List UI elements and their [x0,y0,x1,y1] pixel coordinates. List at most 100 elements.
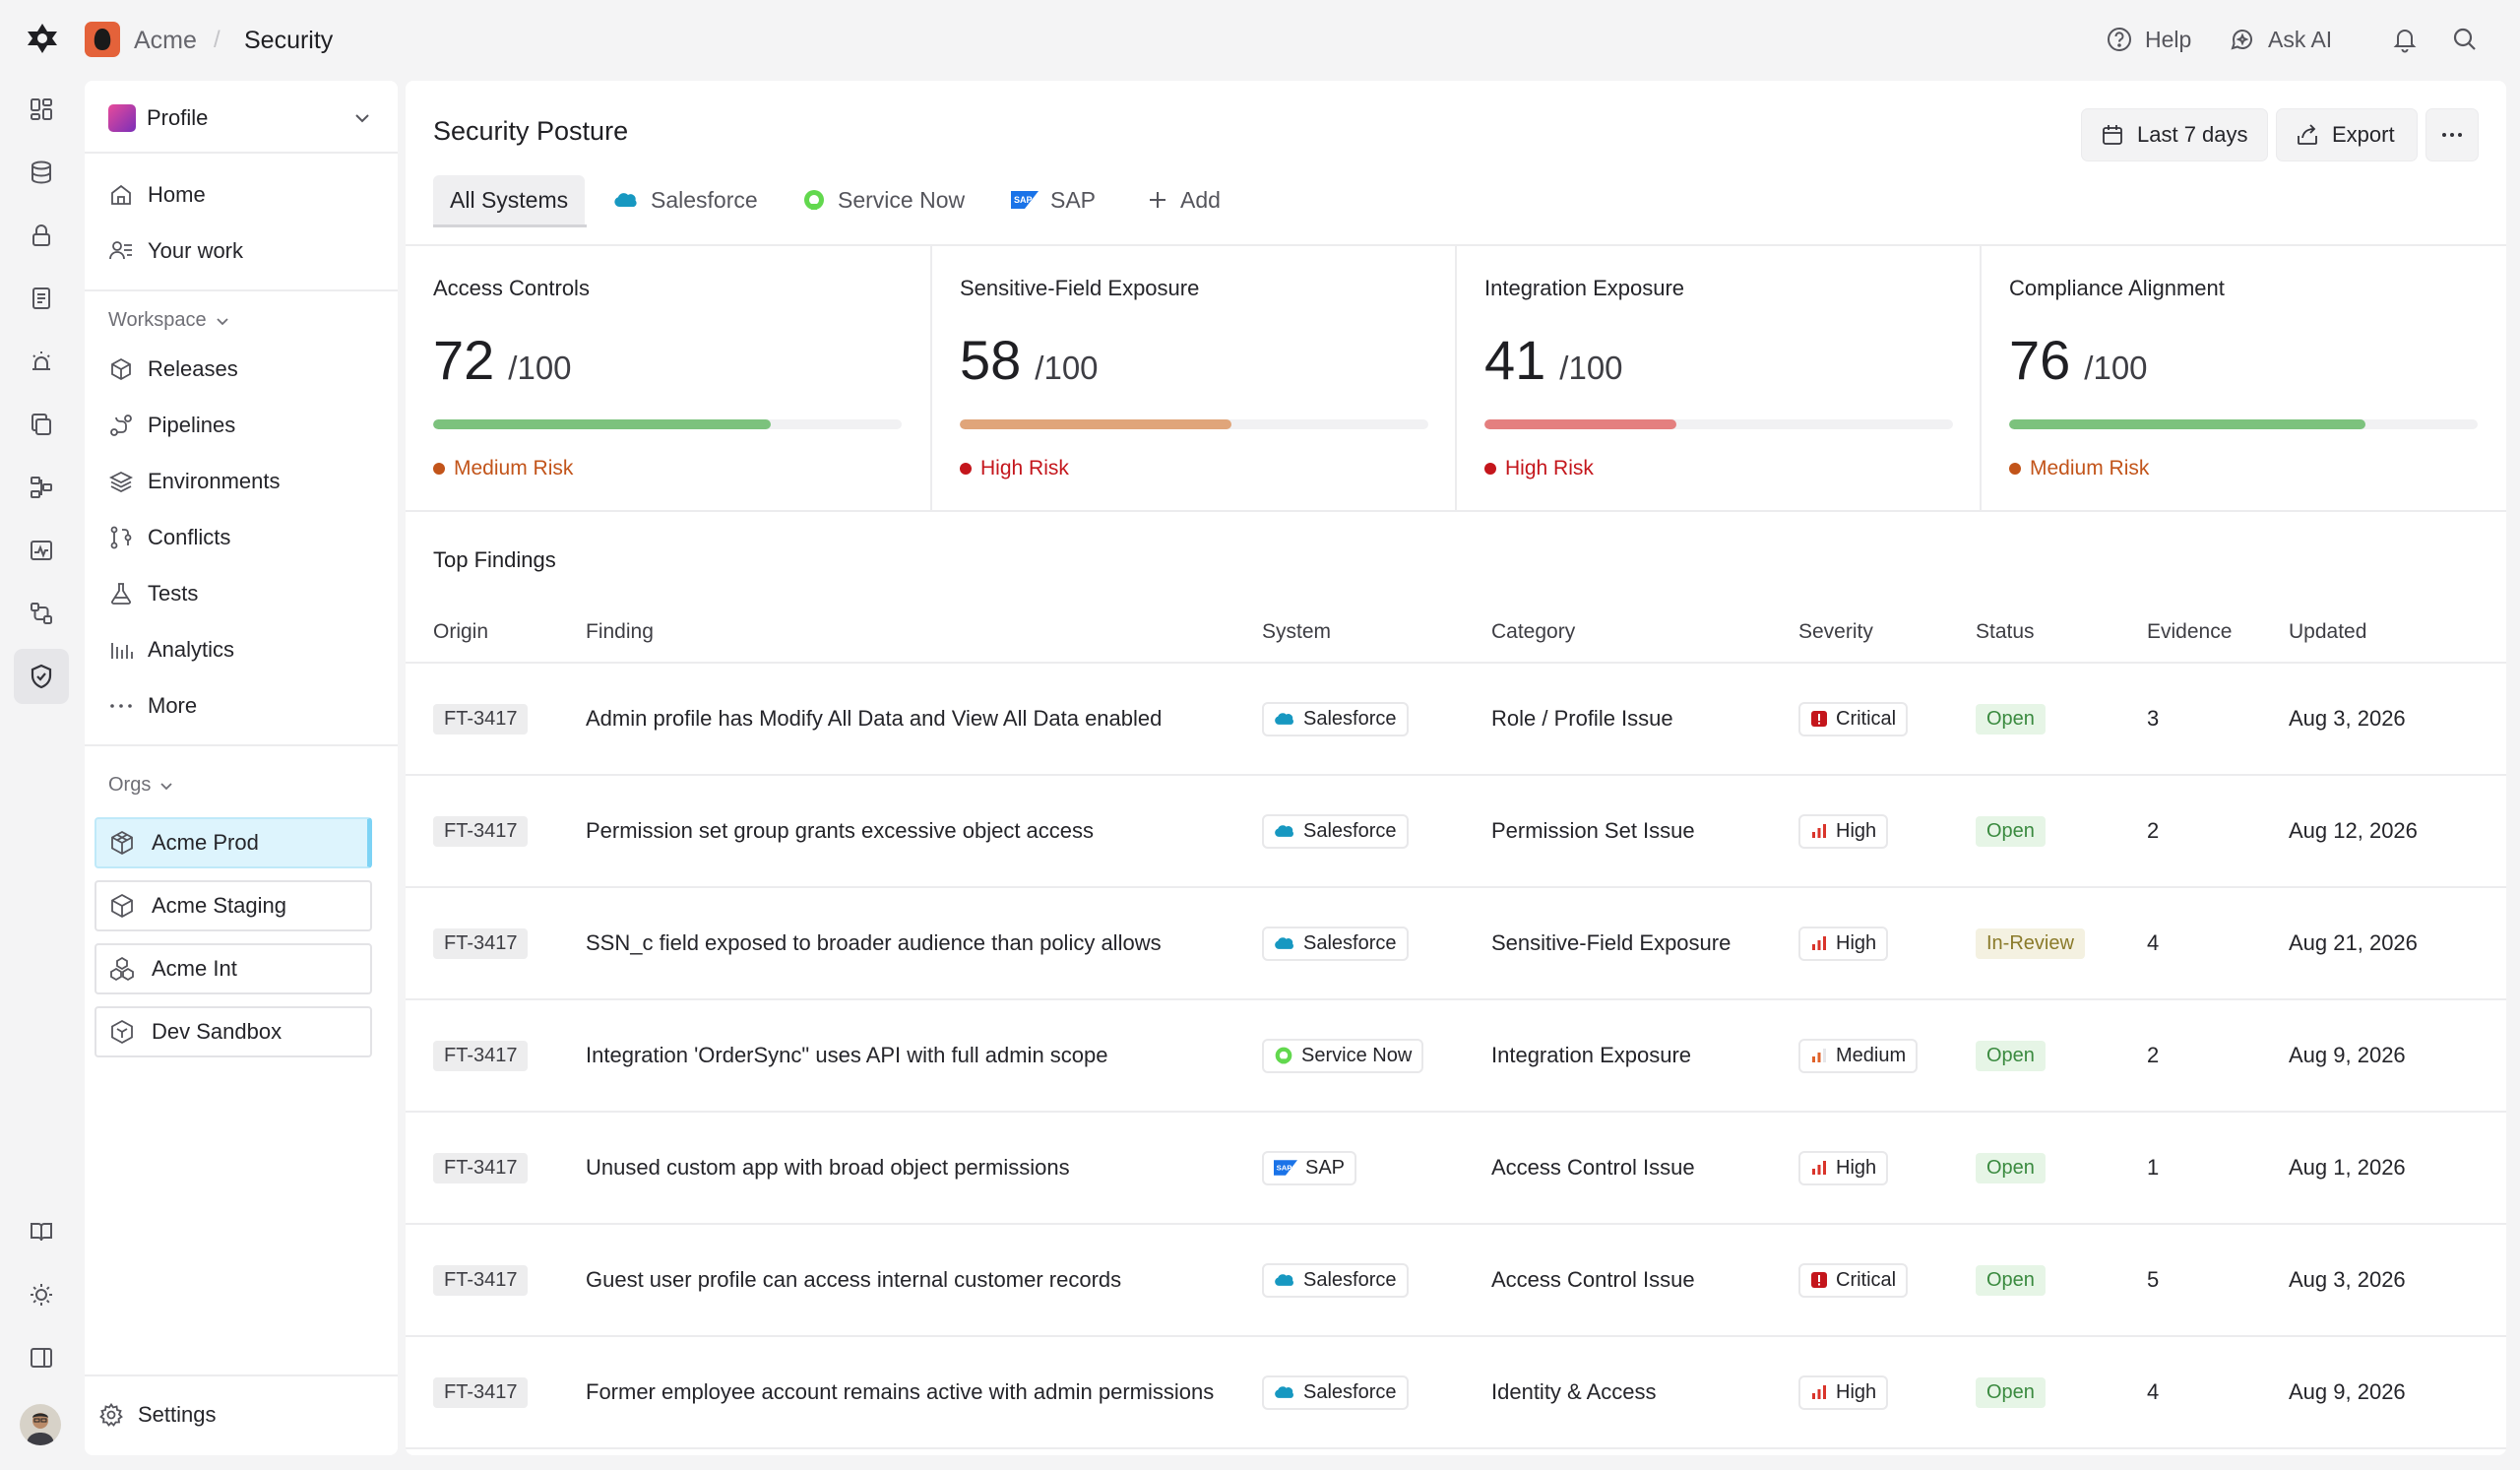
finding-text[interactable]: Permission set group grants excessive ob… [586,818,1095,843]
table-row[interactable]: FT-3417 Unused custom app with broad obje… [406,1113,2506,1225]
tab-label: Service Now [838,186,966,213]
table-row[interactable]: FT-3417 SSN_c field exposed to broader au… [406,888,2506,1000]
metric-card[interactable]: Integration Exposure 41/100 High Risk [1455,246,1980,510]
merge-icon [108,525,134,550]
table-row[interactable]: FT-3417 Permission set group grants exces… [406,776,2506,888]
status-badge: Open [1976,1376,2046,1408]
severity-cell: High [1798,888,1889,998]
finding-text[interactable]: Former employee account remains active w… [586,1379,1215,1404]
finding-id-chip[interactable]: FT-3417 [433,1040,529,1071]
org-item-acme-prod[interactable]: Acme Prod [94,817,372,868]
system-label: Service Now [1301,1044,1413,1066]
table-row[interactable]: FT-3417 Admin profile has Modify All Data… [406,664,2506,776]
orgs-section-toggle[interactable]: Orgs [108,774,174,797]
tab-sap[interactable]: SAP SAP [994,175,1112,224]
sidebar-item-pipelines[interactable]: Pipelines [108,407,235,444]
date-range-button[interactable]: Last 7 days [2081,108,2268,161]
export-button[interactable]: Export [2276,108,2418,161]
top-bar: Acme / Security Help Ask AI [0,0,2520,81]
table-row[interactable]: FT-3417 Integration 'OrderSync" uses API … [406,1000,2506,1113]
status-badge: Open [1976,1152,2046,1183]
lock-icon[interactable] [24,218,59,253]
database-icon[interactable] [24,155,59,190]
tab-add[interactable]: Add [1130,175,1237,224]
notifications-bell-icon[interactable] [2389,24,2421,55]
finding-id-chip[interactable]: FT-3417 [433,703,529,735]
column-header-status[interactable]: Status [1976,620,2035,643]
tab-label: Add [1180,186,1221,213]
finding-id-chip[interactable]: FT-3417 [433,927,529,959]
sidebar-item-your-work[interactable]: Your work [108,232,243,270]
toggle-panel-icon[interactable] [24,1340,59,1375]
column-header-system[interactable]: System [1262,620,1332,643]
signal-high-icon [1810,934,1828,952]
column-header-updated[interactable]: Updated [2289,620,2367,643]
sidebar-item-home[interactable]: Home [108,176,206,214]
workspace-switcher[interactable]: Profile [85,81,398,154]
search-icon[interactable] [2449,24,2481,55]
metric-card[interactable]: Sensitive-Field Exposure 58/100 High Risk [930,246,1455,510]
table-row[interactable]: FT-3417 Former employee account remains a… [406,1337,2506,1449]
sidebar-item-tests[interactable]: Tests [108,575,198,612]
metric-value: 58/100 [960,329,1099,400]
evidence-cell: 4 [2147,1379,2160,1404]
divider [85,744,398,746]
metric-max: /100 [1559,350,1623,386]
severity-badge: High [1798,1150,1889,1185]
finding-id-chip[interactable]: FT-3417 [433,1264,529,1296]
finding-text[interactable]: Guest user profile can access internal c… [586,1267,1122,1292]
metric-card[interactable]: Access Controls 72/100 Medium Risk [406,246,930,510]
column-header-origin[interactable]: Origin [433,620,489,643]
book-icon[interactable] [24,1214,59,1249]
column-header-category[interactable]: Category [1491,620,1576,643]
tab-service-now[interactable]: Service Now [786,175,981,224]
sidebar-item-conflicts[interactable]: Conflicts [108,519,230,556]
finding-id-chip[interactable]: FT-3417 [433,815,529,847]
sidebar-item-environments[interactable]: Environments [108,463,281,500]
system-label: Salesforce [1303,819,1397,842]
org-item-acme-staging[interactable]: Acme Staging [94,880,372,931]
security-shield-icon[interactable] [14,649,69,704]
app-logo-icon[interactable] [26,22,59,55]
workspace-section-toggle[interactable]: Workspace [108,309,230,332]
divider [406,510,2506,512]
finding-text[interactable]: SSN_c field exposed to broader audience … [586,930,1162,955]
org-avatar[interactable] [85,22,120,57]
finding-text[interactable]: Admin profile has Modify All Data and Vi… [586,706,1163,731]
salesforce-icon [1274,1384,1295,1400]
finding-text[interactable]: Unused custom app with broad object perm… [586,1155,1070,1180]
more-options-button[interactable] [2426,108,2479,161]
table-row[interactable]: FT-3417 Guest user profile can access int… [406,1225,2506,1337]
theme-sun-icon[interactable] [24,1277,59,1312]
tab-salesforce[interactable]: Salesforce [597,175,775,224]
system-cell: Salesforce [1262,776,1409,886]
column-header-severity[interactable]: Severity [1798,620,1873,643]
sidebar-item-releases[interactable]: Releases [108,351,238,388]
severity-badge: High [1798,1374,1889,1410]
dashboard-icon[interactable] [24,92,59,127]
finding-id-chip[interactable]: FT-3417 [433,1152,529,1183]
document-icon[interactable] [24,281,59,316]
signal-medium-icon [1810,1047,1828,1064]
help-icon [2106,26,2133,53]
alert-siren-icon[interactable] [24,344,59,379]
compare-icon[interactable] [24,596,59,631]
copy-icon[interactable] [24,407,59,442]
finding-id-chip[interactable]: FT-3417 [433,1376,529,1408]
sidebar-item-analytics[interactable]: Analytics [108,631,234,669]
user-avatar[interactable] [20,1404,61,1445]
flow-icon[interactable] [24,470,59,505]
sidebar-item-more[interactable]: More [108,687,197,725]
org-item-acme-int[interactable]: Acme Int [94,943,372,994]
metric-card[interactable]: Compliance Alignment 76/100 Medium Risk [1980,246,2504,510]
settings-button[interactable]: Settings [98,1396,217,1434]
column-header-finding[interactable]: Finding [586,620,654,643]
finding-text[interactable]: Integration 'OrderSync" uses API with fu… [586,1043,1108,1067]
breadcrumb-org[interactable]: Acme [134,27,197,54]
column-header-evidence[interactable]: Evidence [2147,620,2233,643]
ask-ai-button[interactable]: Ask AI [2229,22,2332,57]
tab-all-systems[interactable]: All Systems [433,175,586,224]
org-item-dev-sandbox[interactable]: Dev Sandbox [94,1006,372,1057]
activity-icon[interactable] [24,533,59,568]
help-button[interactable]: Help [2106,22,2191,57]
